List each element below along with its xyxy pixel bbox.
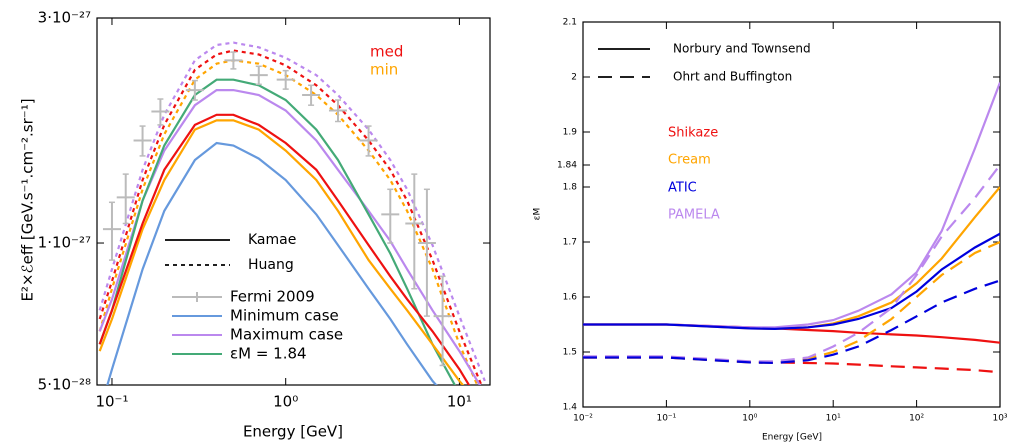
x-tick-label: 10⁰: [742, 414, 757, 424]
plot-frame: [582, 21, 1001, 408]
y-tick-label: 3·10⁻²⁷: [38, 9, 91, 27]
legend-label: Huang: [248, 257, 294, 273]
error-bar: [276, 69, 295, 90]
annotation: ATIC: [668, 181, 697, 196]
series-line: [583, 356, 1000, 374]
error-bar: [185, 79, 204, 101]
legend-label: Norbury and Townsend: [673, 42, 811, 56]
x-axis-label: Energy [GeV]: [243, 423, 343, 441]
y-tick-label: 1·10⁻²⁷: [38, 234, 91, 252]
series-line: [98, 89, 482, 385]
x-tick-label: 10¹: [447, 393, 472, 411]
y-tick-label: 1.4: [563, 403, 578, 413]
x-tick-label: 10⁻¹: [656, 414, 676, 424]
y-tick-label: 1.5: [563, 348, 577, 358]
plot-frame: [96, 17, 491, 386]
error-bar: [302, 84, 321, 106]
y-tick-label: 1.7: [563, 238, 577, 248]
error-bar: [116, 173, 135, 225]
series-line: [98, 41, 486, 382]
series-line: [98, 78, 457, 385]
series-line: [98, 49, 483, 385]
series-line: [583, 279, 1000, 365]
series-line: [583, 232, 1000, 331]
error-bar: [359, 125, 378, 157]
annotation: PAMELA: [668, 208, 720, 223]
series-line: [98, 113, 471, 385]
error-bar: [417, 188, 436, 317]
plot-area: [583, 82, 1000, 374]
error-bar: [381, 188, 400, 244]
y-axis-label: E²×ℰeff [GeV.s⁻¹.cm⁻².sr⁻¹]: [19, 98, 37, 301]
annotation: Cream: [668, 153, 711, 168]
x-tick-label: 10¹: [826, 414, 841, 424]
y-axis-label: εM: [533, 208, 543, 221]
y-tick-label: 2: [571, 73, 577, 83]
y-tick-label: 1.8: [563, 183, 578, 193]
error-bar: [224, 51, 243, 70]
legend-label: Maximum case: [230, 326, 343, 344]
error-bar: [433, 275, 452, 367]
annotation: Shikaze: [668, 126, 718, 141]
error-bar: [151, 98, 170, 126]
legend-label: Ohrt and Buffington: [673, 70, 792, 84]
x-tick-label: 10⁰: [273, 393, 298, 411]
x-tick-label: 10⁻²: [573, 414, 593, 424]
error-bar: [133, 125, 152, 157]
annotation: min: [370, 61, 398, 79]
y-tick-label: 2.1: [563, 18, 577, 28]
error-bar: [328, 99, 347, 123]
series-line: [98, 119, 465, 385]
y-tick-label: 1.84: [557, 161, 577, 171]
x-axis-label: Energy [GeV]: [762, 433, 822, 443]
x-tick-label: 10²: [909, 414, 924, 424]
legend-label: Minimum case: [230, 307, 339, 325]
plot-area: [98, 41, 486, 385]
y-tick-label: 1.9: [563, 128, 578, 138]
series-line: [583, 240, 1000, 365]
legend-label: Kamae: [248, 232, 296, 248]
series-line: [583, 82, 1000, 329]
series-line: [583, 186, 1000, 331]
error-bar: [405, 173, 424, 290]
series-line: [583, 164, 1000, 363]
x-tick-label: 10³: [992, 414, 1007, 424]
x-tick-label: 10⁻¹: [95, 393, 128, 411]
error-bar: [249, 65, 268, 86]
legend-label: Fermi 2009: [230, 288, 315, 306]
legend-label: εM = 1.84: [230, 345, 307, 363]
annotation: med: [370, 43, 403, 61]
y-tick-label: 5·10⁻²⁸: [38, 376, 91, 394]
series-line: [106, 141, 438, 385]
y-tick-label: 1.6: [563, 293, 578, 303]
error-bar: [102, 201, 121, 261]
